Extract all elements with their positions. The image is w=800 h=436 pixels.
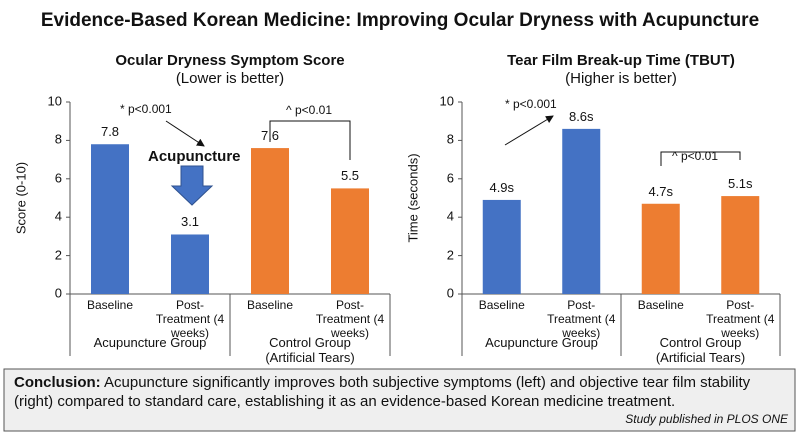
chart-subtitle: (Higher is better)	[565, 70, 677, 87]
bar	[482, 199, 521, 294]
x-tick-label: Baseline	[246, 298, 294, 312]
y-axis-label: Score (0-10)	[13, 161, 29, 235]
group-label: Acupuncture Group	[93, 335, 207, 350]
x-tick-label: Post-Treatment (4 weeks)	[547, 298, 616, 340]
bar	[562, 128, 601, 294]
x-tick-label: Post-Treatment (4 weeks)	[315, 298, 385, 340]
annotation-graphics	[165, 115, 741, 206]
bar	[641, 203, 680, 294]
value-label: 7.6	[260, 128, 280, 144]
annotation: ^ p<0.01	[286, 103, 333, 117]
bar	[171, 234, 209, 294]
conclusion-box	[3, 368, 796, 432]
value-label: 3.1	[180, 214, 200, 230]
value-label: 5.5	[340, 168, 360, 184]
value-label: 8.6s	[568, 108, 594, 124]
group-label: Acupuncture Group	[485, 335, 598, 350]
source: Study published in PLOS ONE	[625, 412, 788, 426]
group-label: Control Group (Artificial Tears)	[655, 335, 746, 365]
y-tick-label: 8	[446, 131, 454, 147]
y-tick-label: 0	[446, 285, 454, 301]
conclusion-label: Conclusion:	[14, 374, 101, 391]
y-tick-label: 10	[47, 93, 62, 109]
arrow	[165, 120, 205, 147]
down-arrow	[170, 165, 214, 206]
arrow	[504, 115, 554, 146]
y-axis-label: Time (seconds)	[405, 153, 421, 243]
bar	[331, 188, 369, 294]
y-tick-label: 4	[446, 208, 454, 224]
x-tick-label: Post-Treatment (4 weeks)	[706, 298, 775, 340]
x-tick-label: Post-Treatment (4 weeks)	[155, 298, 225, 340]
value-label: 5.1s	[727, 176, 753, 192]
y-tick-label: 0	[54, 285, 62, 301]
x-tick-label: Baseline	[478, 298, 525, 312]
bar	[91, 144, 129, 294]
y-tick-label: 8	[54, 131, 62, 147]
y-tick-label: 2	[54, 247, 62, 263]
bar	[721, 196, 760, 294]
y-tick-label: 4	[54, 208, 62, 224]
page-title: Evidence-Based Korean Medicine: Improvin…	[40, 10, 760, 31]
value-label: 7.8	[100, 124, 120, 140]
y-tick-label: 10	[439, 93, 454, 109]
annotation: Acupuncture	[148, 148, 241, 165]
group-label: Control Group (Artificial Tears)	[265, 335, 355, 365]
annotation: * p<0.001	[120, 102, 172, 116]
bracket	[269, 120, 351, 160]
value-label: 4.7s	[648, 183, 674, 199]
bracket	[660, 151, 741, 166]
bar	[251, 148, 289, 294]
value-label: 4.9s	[489, 179, 515, 195]
conclusion: Conclusion: Acupuncture significantly im…	[14, 374, 784, 412]
chart-subtitle: (Lower is better)	[175, 70, 285, 87]
annotation: ^ p<0.01	[672, 149, 719, 163]
chart-title: Ocular Dryness Symptom Score	[115, 52, 345, 69]
y-tick-label: 6	[54, 170, 62, 186]
conclusion-text: Acupuncture significantly improves both …	[14, 374, 751, 410]
annotation: * p<0.001	[505, 97, 557, 111]
x-tick-label: Baseline	[637, 298, 684, 312]
x-tick-label: Baseline	[86, 298, 134, 312]
y-tick-label: 2	[446, 247, 454, 263]
chart-title: Tear Film Break-up Time (TBUT)	[507, 52, 735, 69]
y-tick-label: 6	[446, 170, 454, 186]
